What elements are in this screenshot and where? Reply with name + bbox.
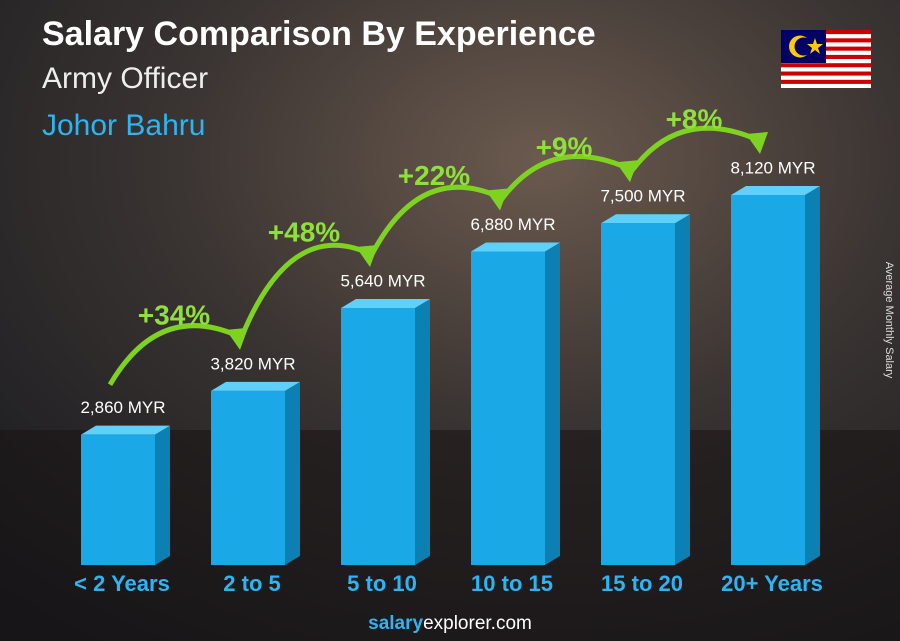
value-label: 8,120 MYR xyxy=(730,158,815,177)
change-label: +8% xyxy=(666,103,723,134)
x-tick-label: 10 to 15 xyxy=(471,571,553,596)
x-tick-label: 5 to 10 xyxy=(347,571,417,596)
flag xyxy=(781,30,871,88)
change-arrow xyxy=(107,323,240,386)
chart-subtitle: Army Officer xyxy=(42,62,208,95)
change-arrowhead xyxy=(746,132,768,154)
bar-top xyxy=(81,425,170,435)
value-label: 7,500 MYR xyxy=(600,187,685,206)
bar-side xyxy=(805,186,820,565)
footer-domain: explorer.com xyxy=(423,613,532,634)
bar xyxy=(81,434,155,565)
flag-star xyxy=(807,38,823,54)
bar-top xyxy=(601,214,690,224)
change-arrow xyxy=(367,184,500,260)
value-label: 5,640 MYR xyxy=(340,271,425,290)
change-arrow xyxy=(497,153,630,203)
bar-side xyxy=(155,425,170,565)
change-arrow xyxy=(627,125,760,175)
x-tick-label: 15 to 20 xyxy=(601,571,683,596)
x-tick-label: < 2 Years xyxy=(74,571,170,596)
change-label: +48% xyxy=(268,216,340,247)
bar-side xyxy=(545,242,560,566)
bar-top xyxy=(731,186,820,195)
footer: salaryexplorer.com xyxy=(368,613,532,634)
bar xyxy=(601,223,675,566)
bar-side xyxy=(675,214,690,566)
bar-top xyxy=(341,299,430,309)
value-label: 2,860 MYR xyxy=(80,398,165,417)
x-tick-label: 20+ Years xyxy=(721,571,823,596)
value-label: 6,880 MYR xyxy=(470,215,555,234)
chart-title: Salary Comparison By Experience xyxy=(42,15,596,53)
change-arrowhead xyxy=(616,160,638,183)
value-label: 3,820 MYR xyxy=(210,354,295,373)
flag-crescent-cut xyxy=(794,37,813,56)
change-label: +34% xyxy=(138,299,210,330)
y-axis-label: Average Monthly Salary xyxy=(883,262,895,379)
bar-side xyxy=(415,299,430,565)
footer-brand: salary xyxy=(368,613,423,634)
x-tick-label: 2 to 5 xyxy=(223,571,280,596)
change-arrowhead xyxy=(486,188,508,211)
bar-top xyxy=(471,242,560,252)
bar xyxy=(471,251,545,566)
change-arrow xyxy=(237,242,370,342)
bar-top xyxy=(211,381,300,391)
bar xyxy=(731,195,805,565)
location: Johor Bahru xyxy=(42,109,205,142)
bar-side xyxy=(285,381,300,565)
change-label: +22% xyxy=(398,160,470,191)
bar xyxy=(211,390,285,565)
bar xyxy=(341,308,415,565)
change-label: +9% xyxy=(536,132,593,163)
